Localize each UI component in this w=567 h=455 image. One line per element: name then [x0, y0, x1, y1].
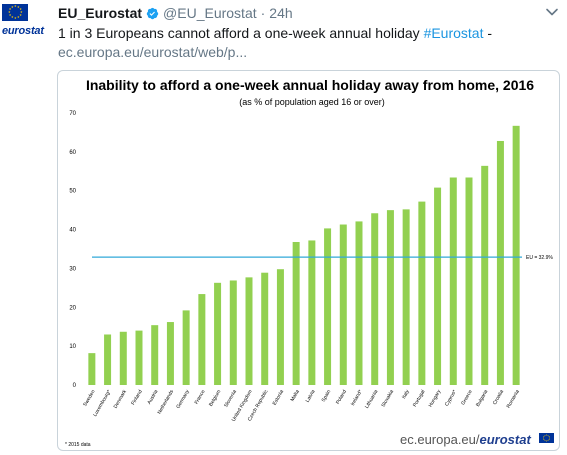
bar	[214, 282, 222, 385]
bar	[104, 334, 112, 385]
x-tick-label: Malta	[290, 389, 301, 403]
y-tick-label: 50	[69, 189, 76, 195]
bar	[465, 177, 473, 385]
x-tick-label: Estonia	[272, 389, 286, 407]
tweet-text: 1 in 3 Europeans cannot afford a one-wee…	[58, 24, 558, 62]
chart-title: Inability to afford a one-week annual ho…	[86, 77, 534, 93]
x-tick-label: Denmark	[113, 389, 129, 410]
x-tick-label: Poland	[335, 389, 348, 406]
bar	[166, 322, 174, 385]
eu-flag-icon: ★ ★ ★ ★ ★ ★ ★ ★ ★ ★ ★ ★	[2, 4, 28, 21]
bar	[292, 242, 300, 385]
bar	[418, 201, 426, 385]
separator-dot: ·	[260, 5, 266, 21]
chart-subtitle: (as % of population aged 16 or over)	[239, 97, 385, 107]
bar	[339, 224, 347, 385]
x-tick-label: Greece	[460, 389, 474, 406]
x-tick-label: Bulgaria	[475, 389, 489, 408]
bar	[496, 140, 504, 385]
x-tick-label: Slovenia	[223, 389, 238, 409]
x-tick-label: Netherlands	[156, 389, 175, 416]
y-tick-label: 10	[69, 344, 76, 350]
tweet-body: 1 in 3 Europeans cannot afford a one-wee…	[58, 25, 424, 41]
avatar-logo-text: eurostat	[2, 25, 44, 37]
hashtag-link[interactable]: #Eurostat	[423, 25, 484, 41]
bar	[229, 280, 237, 385]
bar	[355, 221, 363, 385]
bar	[276, 269, 284, 385]
y-tick-label: 0	[73, 383, 77, 389]
bar	[512, 125, 520, 385]
y-tick-label: 30	[69, 266, 76, 272]
handle[interactable]: @EU_Eurostat	[163, 5, 257, 21]
timestamp[interactable]: 24h	[269, 5, 293, 21]
verified-icon	[146, 7, 159, 19]
bar	[135, 330, 143, 385]
x-tick-label: Lithuania	[364, 389, 379, 410]
bar	[151, 325, 159, 385]
tweet-link[interactable]: ec.europa.eu/eurostat/web/p...	[58, 44, 248, 60]
x-tick-label: Belgium	[208, 389, 222, 408]
x-tick-label: Spain	[321, 389, 333, 403]
x-tick-label: Slovakia	[381, 389, 396, 409]
display-name[interactable]: EU_Eurostat	[58, 5, 143, 21]
chart-card[interactable]: Inability to afford a one-week annual ho…	[57, 70, 560, 451]
x-tick-label: Romania	[506, 389, 521, 410]
avatar[interactable]: ★ ★ ★ ★ ★ ★ ★ ★ ★ ★ ★ ★ eurostat	[2, 4, 48, 42]
x-tick-label: Croatia	[492, 389, 505, 406]
x-tick-label: Portugal	[412, 389, 427, 408]
tweet-header: EU_Eurostat @EU_Eurostat · 24h	[58, 4, 293, 22]
bar	[449, 177, 457, 385]
x-tick-label: France	[194, 389, 207, 406]
x-tick-label: Italy	[401, 389, 411, 400]
bar	[402, 209, 410, 385]
bar	[245, 277, 253, 385]
x-tick-label: Austria	[146, 389, 159, 406]
y-tick-label: 20	[69, 305, 76, 311]
source-brand: eurostat	[480, 432, 532, 447]
bar	[198, 294, 206, 385]
y-tick-label: 60	[69, 150, 76, 156]
bar	[324, 228, 332, 385]
y-tick-label: 40	[69, 228, 76, 234]
source-prefix: ec.europa.eu/	[400, 432, 480, 447]
chevron-down-icon[interactable]	[545, 5, 559, 19]
x-tick-label: Finland	[130, 389, 144, 406]
bar	[182, 310, 190, 385]
bar	[386, 210, 394, 385]
bar	[371, 213, 379, 385]
bar	[308, 240, 316, 385]
bar	[481, 165, 489, 385]
x-tick-label: Sweden	[82, 389, 96, 408]
eu-flag-icon	[539, 433, 554, 443]
source-label[interactable]: ec.europa.eu/eurostat	[400, 432, 531, 447]
bar	[119, 331, 127, 385]
x-tick-label: Cyprus*	[444, 389, 458, 407]
bar-chart: Inability to afford a one-week annual ho…	[65, 77, 554, 448]
bar	[434, 187, 442, 385]
bar	[88, 353, 96, 385]
x-tick-label: Hungary	[428, 389, 443, 409]
y-tick-label: 70	[69, 111, 76, 117]
chart-footnote: * 2015 data	[65, 442, 91, 448]
tweet-body-tail: -	[483, 25, 493, 41]
bar	[261, 272, 269, 385]
x-tick-label: Ireland*	[350, 389, 364, 407]
x-tick-label: Latvia	[305, 389, 317, 404]
x-tick-label: Germany	[175, 389, 191, 410]
eu-average-label: EU = 32.9%	[526, 255, 553, 261]
